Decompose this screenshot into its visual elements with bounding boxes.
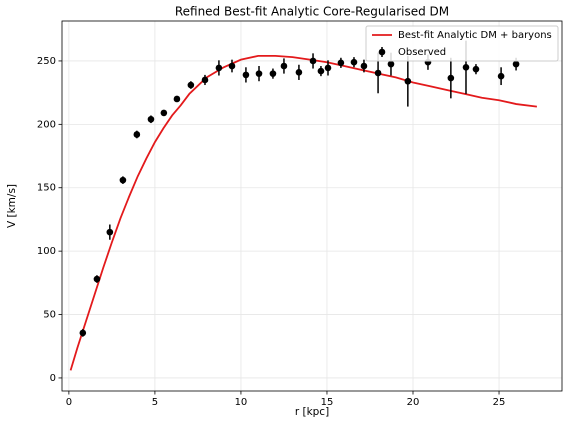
observed-point	[160, 109, 168, 117]
observed-point	[228, 62, 236, 70]
y-tick-label: 250	[37, 56, 56, 67]
model-line	[69, 54, 537, 371]
y-axis-label: V [km/s]	[6, 184, 18, 228]
chart-title: Refined Best-fit Analytic Core-Regularis…	[175, 5, 449, 19]
observed-point	[447, 74, 455, 82]
y-tick-label: 150	[37, 183, 56, 194]
x-tick-label: 15	[321, 397, 334, 408]
observed-point	[215, 64, 223, 72]
observed-point	[269, 70, 277, 77]
legend-label: Observed	[398, 47, 446, 58]
legend-box	[365, 25, 559, 62]
observed-point	[324, 64, 332, 72]
y-tick-label: 200	[37, 119, 56, 130]
observed-point	[360, 62, 368, 70]
observed-point	[93, 275, 101, 283]
observed-point	[309, 57, 317, 65]
x-axis-label: r [kpc]	[295, 406, 329, 418]
observed-point	[350, 58, 358, 66]
x-tick-label: 5	[152, 397, 158, 408]
observed-point	[106, 228, 114, 236]
observed-point	[462, 63, 470, 71]
observed-point	[79, 329, 87, 337]
legend-label: Best-fit Analytic DM + baryons	[398, 30, 552, 41]
x-tick-label: 25	[493, 397, 506, 408]
y-tick-label: 50	[43, 310, 56, 321]
observed-point	[119, 176, 127, 184]
observed-point	[404, 77, 412, 85]
observed-point	[337, 59, 345, 67]
observed-point	[242, 71, 250, 79]
plot-frame	[61, 20, 563, 392]
observed-point	[512, 60, 520, 68]
observed-point	[173, 95, 181, 103]
observed-point	[317, 67, 325, 75]
observed-point	[187, 81, 195, 89]
observed-point	[255, 70, 263, 77]
legend-marker-sample	[378, 48, 386, 56]
observed-point	[133, 131, 141, 138]
observed-point	[374, 69, 382, 77]
observed-point	[387, 60, 395, 68]
observed-point	[497, 72, 505, 80]
x-tick-label: 0	[66, 397, 72, 408]
legend: Best-fit Analytic DM + baryons Observed	[365, 25, 559, 62]
observed-point	[280, 62, 288, 70]
y-tick-label: 0	[50, 373, 56, 384]
y-tick-label: 100	[37, 246, 56, 257]
observed-point	[201, 76, 209, 84]
observed-point	[295, 69, 303, 76]
x-tick-label: 20	[407, 397, 420, 408]
observed-point	[472, 65, 480, 73]
x-tick-label: 10	[235, 397, 248, 408]
observed-point	[147, 115, 155, 123]
